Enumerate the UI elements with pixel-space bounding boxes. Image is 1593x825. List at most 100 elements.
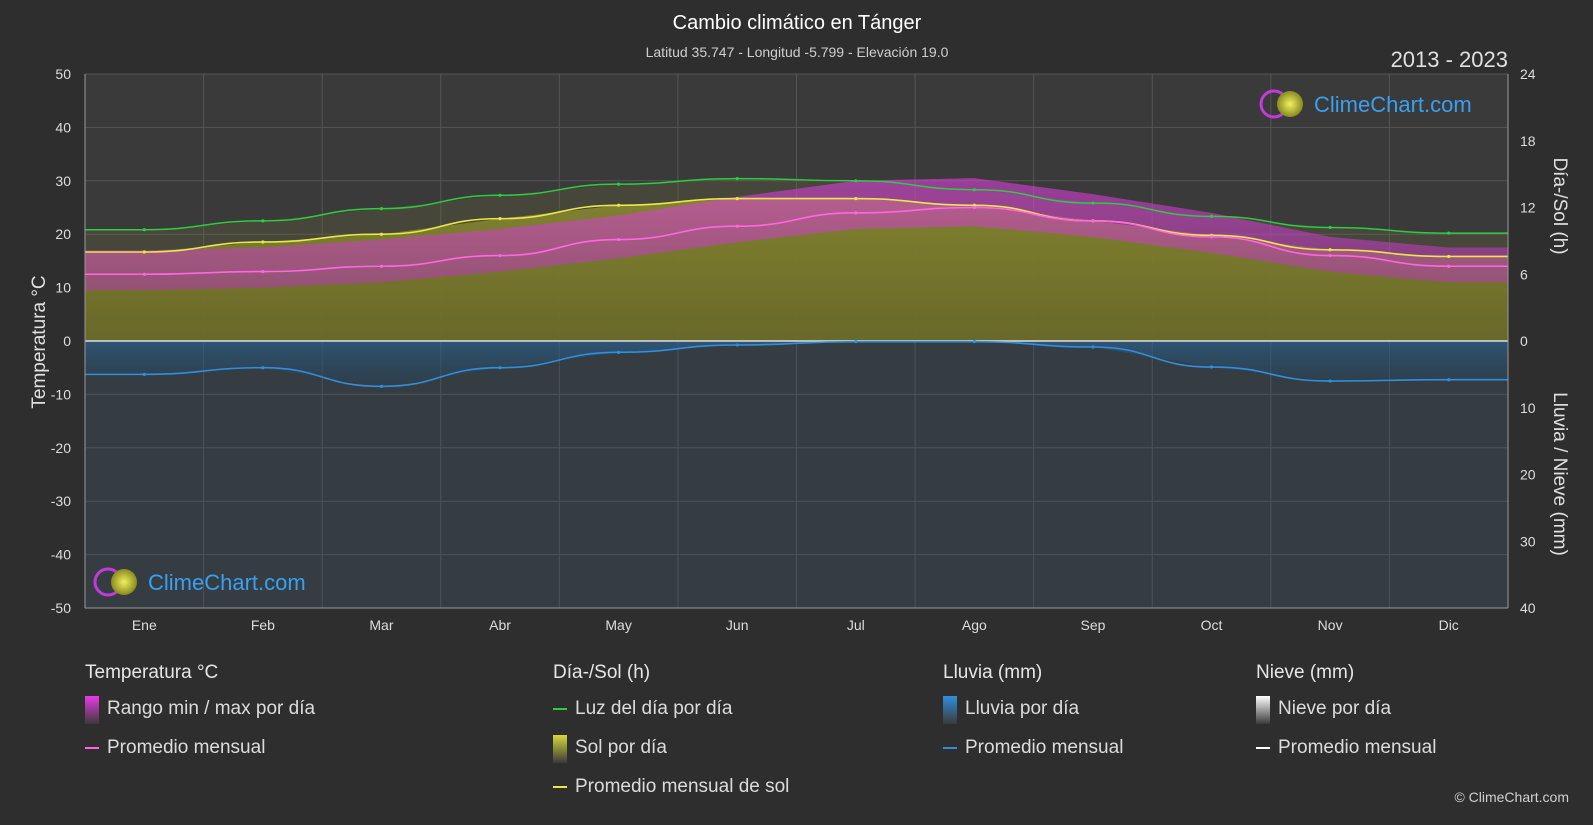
left-tick-label: 30 [55, 173, 71, 189]
legend-item: Promedio mensual [943, 737, 1123, 776]
temperature-avg-line-point [1209, 235, 1214, 239]
sunshine-line-point [498, 217, 502, 221]
brand-logo-top[interactable]: ClimeChart.com [1259, 89, 1472, 119]
sunshine-line [85, 197, 1508, 258]
legend-item-label: Promedio mensual de sol [575, 776, 790, 797]
rain-avg-line-point [1447, 378, 1451, 382]
month-label: Nov [1318, 617, 1343, 633]
rain-shade [85, 341, 1508, 608]
left-tick-label: 40 [55, 119, 71, 135]
right-top-tick-label: 24 [1520, 66, 1536, 82]
month-label: May [605, 617, 631, 633]
right-top-tick-label: 18 [1520, 133, 1536, 149]
legend-line-swatch [1256, 747, 1270, 749]
period-label: 2013 - 2023 [1391, 47, 1508, 72]
legend-item: Luz del día por día [553, 698, 789, 737]
sunshine-line-point [735, 197, 739, 201]
sunshine-line-point [854, 197, 858, 201]
daylight-line-point [972, 188, 976, 192]
temperature-avg-line-point [1447, 264, 1451, 268]
temperature-avg-line-point [261, 269, 265, 274]
left-tick-label: 0 [63, 333, 71, 349]
rain-avg-line-point [498, 366, 502, 370]
daylight-line-point [1209, 214, 1214, 218]
daylight-line-point [735, 176, 739, 181]
legend-item: Promedio mensual [1256, 737, 1436, 776]
daylight-line-point [379, 207, 384, 211]
rain-avg-line-point [617, 350, 621, 354]
legend-gradient-swatch [553, 735, 567, 763]
data-lines [84, 176, 1508, 388]
month-label: Abr [489, 617, 511, 633]
legend-item-label: Lluvia por día [965, 698, 1080, 719]
month-label: Feb [251, 617, 275, 633]
month-label: Dic [1439, 617, 1459, 633]
rain-avg-line-point [1091, 345, 1095, 349]
rain-avg-line-point [379, 384, 384, 388]
legend-item-label: Rango min / max por día [107, 698, 316, 719]
sunshine-line-point [1447, 254, 1451, 259]
temperature-avg-line-point [972, 205, 976, 210]
sunshine-line-point [1328, 248, 1332, 252]
daylight-line-point [1091, 201, 1095, 205]
month-label: Mar [369, 617, 393, 633]
sunshine-line-point [261, 240, 265, 244]
legend-group-title: Lluvia (mm) [943, 662, 1043, 683]
rain-avg-line-point [1328, 379, 1332, 383]
left-tick-label: 10 [55, 280, 71, 296]
data-areas [85, 178, 1508, 608]
left-tick-label: 20 [55, 226, 71, 242]
daylight-line [84, 177, 1508, 234]
temperature-avg-line-point [142, 272, 146, 276]
chart-subtitle: Latitud 35.747 - Longitud -5.799 - Eleva… [646, 44, 949, 60]
brand-logo-bottom[interactable]: ClimeChart.com [93, 567, 306, 597]
legend-item-label: Promedio mensual [965, 737, 1124, 758]
left-tick-label: -50 [51, 600, 71, 616]
legend-item-label: Nieve por día [1278, 698, 1392, 719]
temperature-avg-line-point [1091, 219, 1095, 223]
left-tick-label: -20 [51, 440, 71, 456]
temperature-avg-line-point [617, 237, 621, 242]
left-tick-label: -30 [51, 493, 71, 509]
rain-avg-line-point [142, 372, 146, 376]
chart-title: Cambio climático en Tánger [673, 12, 922, 34]
left-tick-label: 50 [55, 66, 71, 82]
sunshine-line-point [972, 203, 976, 207]
legend-item-label: Luz del día por día [575, 698, 733, 719]
rain-avg-line-point [1209, 365, 1214, 369]
daylight-line-point [261, 219, 265, 223]
legend-item: Promedio mensual de sol [553, 776, 789, 815]
legend-group: Día-/Sol (h) Luz del día por día Sol por d… [553, 662, 789, 815]
legend-gradient-swatch [1256, 696, 1270, 724]
copyright: © ClimeChart.com [1454, 789, 1569, 805]
right-bottom-tick-label: 30 [1520, 533, 1536, 549]
legend-line-swatch [85, 747, 99, 749]
legend-group: Nieve (mm) Nieve por día Promedio mensual [1256, 662, 1436, 776]
left-tick-label: -40 [51, 547, 71, 563]
daylight-line-point [498, 193, 502, 197]
legend-item-label: Promedio mensual [1278, 737, 1437, 758]
month-label: Oct [1201, 617, 1223, 633]
logo-sun-icon [111, 569, 137, 595]
rain-avg-line [85, 340, 1508, 388]
legend-line-swatch [553, 708, 567, 710]
sunshine-line-point [142, 250, 146, 254]
month-label: Ene [132, 617, 157, 633]
right-top-tick-label: 6 [1520, 266, 1528, 282]
legend-item-label: Promedio mensual [107, 737, 266, 758]
rain-avg-line-point [972, 340, 976, 344]
legend-group-title: Día-/Sol (h) [553, 662, 651, 683]
axes: 50 40 30 20 10 0 -10 -20 -30 -40 -50 24 18 12 6 0 10 20 30… [51, 66, 1536, 633]
temperature-range-area [85, 178, 1508, 291]
right-bottom-tick-label: 10 [1520, 400, 1536, 416]
daylight-line-point [1447, 231, 1451, 235]
rain-avg-line-point [261, 366, 265, 370]
right-bottom-tick-label: 20 [1520, 467, 1536, 483]
rain-avg-line-point [854, 340, 858, 344]
daylight-line-point [142, 228, 146, 232]
brand-text-bottom: ClimeChart.com [148, 570, 306, 595]
temperature-avg-line-point [735, 224, 739, 228]
temperature-avg-line [85, 206, 1508, 276]
right-top-tick-label: 0 [1520, 333, 1528, 349]
left-tick-label: -10 [51, 386, 71, 402]
